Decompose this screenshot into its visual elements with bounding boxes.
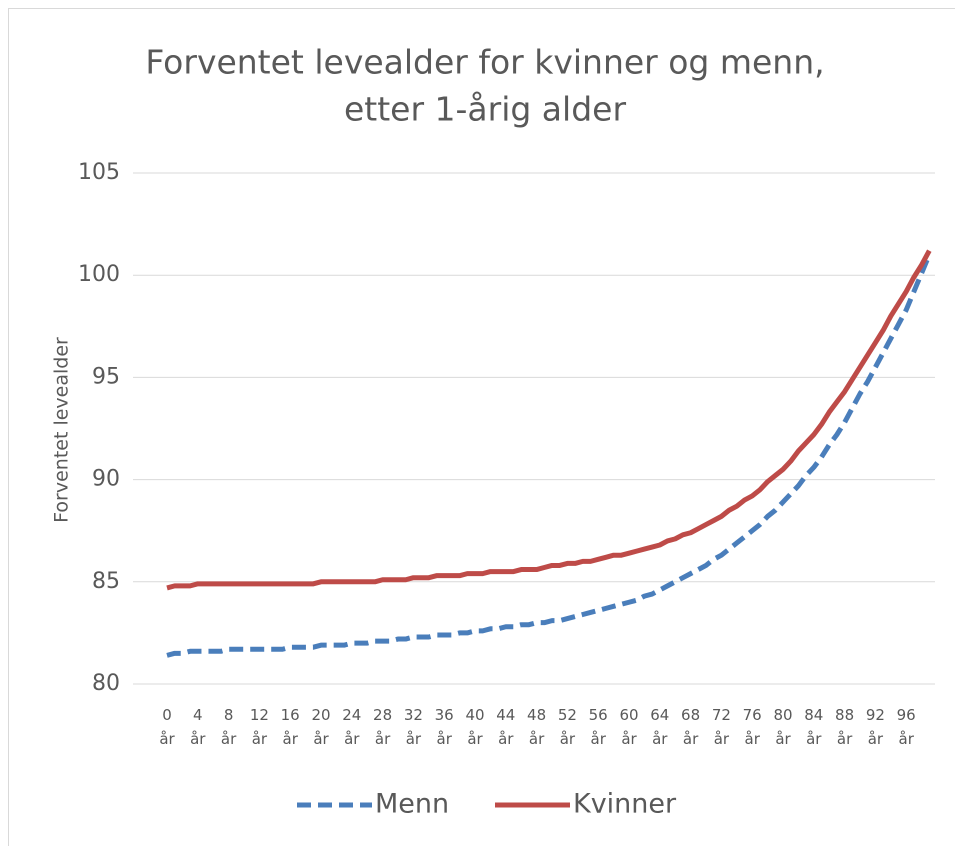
x-tick-label: 84 år: [804, 706, 824, 748]
x-tick-label: 32 år: [403, 706, 423, 748]
series-line: [166, 253, 932, 658]
y-tick-label: 100: [78, 262, 120, 287]
x-tick-label: 12 år: [249, 706, 269, 748]
x-tick-label: 76 år: [742, 706, 762, 748]
x-tick-label: 16 år: [280, 706, 300, 748]
x-tick-label: 88 år: [835, 706, 855, 748]
x-tick-label: 8 år: [220, 706, 237, 748]
x-tick-label: 24 år: [342, 706, 362, 748]
x-tick-label: 96 år: [896, 706, 916, 748]
x-tick-label: 48 år: [527, 706, 547, 748]
series-line: [166, 249, 932, 591]
x-tick-label: 80 år: [773, 706, 793, 748]
x-tick-label: 36 år: [434, 706, 454, 748]
chart-title: Forventet levealder for kvinner og menn,: [145, 43, 824, 82]
chart-border: [8, 8, 955, 846]
x-tick-label: 64 år: [650, 706, 670, 748]
x-tick-label: 0 år: [159, 706, 175, 748]
y-tick-label: 95: [92, 364, 120, 389]
chart-title: etter 1-årig alder: [344, 90, 626, 129]
y-tick-label: 105: [78, 160, 120, 185]
x-tick-label: 28 år: [373, 706, 393, 748]
x-tick-label: 40 år: [465, 706, 485, 748]
x-tick-label: 60 år: [619, 706, 639, 748]
x-tick-label: 72 år: [711, 706, 731, 748]
x-tick-label: 44 år: [496, 706, 516, 748]
x-tick-label: 92 år: [865, 706, 885, 748]
y-tick-label: 85: [92, 569, 120, 594]
y-axis-label: Forventet levealder: [51, 337, 73, 523]
y-tick-label: 90: [92, 467, 120, 492]
legend-label: Kvinner: [573, 789, 677, 820]
x-tick-label: 4 år: [190, 706, 206, 748]
x-tick-label: 52 år: [557, 706, 577, 748]
x-tick-label: 68 år: [681, 706, 701, 748]
x-tick-label: 56 år: [588, 706, 608, 748]
legend-label: Menn: [375, 789, 449, 820]
y-tick-label: 80: [92, 671, 120, 696]
x-tick-label: 20 år: [311, 706, 331, 748]
